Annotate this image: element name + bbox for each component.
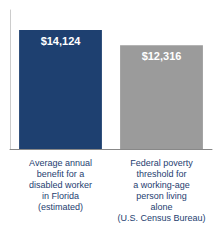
svg-text:Federal poverty: Federal poverty [130, 158, 193, 168]
svg-text:Average annual: Average annual [29, 158, 92, 168]
svg-text:$14,124: $14,124 [41, 35, 82, 47]
svg-text:benefit for a: benefit for a [37, 169, 85, 179]
svg-text:threshold for: threshold for [136, 169, 186, 179]
svg-text:disabled worker: disabled worker [29, 180, 92, 190]
svg-text:person living: person living [136, 191, 187, 201]
svg-text:(estimated): (estimated) [38, 202, 83, 212]
svg-text:in Florida: in Florida [42, 191, 79, 201]
svg-text:alone: alone [150, 202, 172, 212]
svg-text:(U.S. Census Bureau): (U.S. Census Bureau) [117, 213, 205, 223]
svg-text:a working-age: a working-age [133, 180, 190, 190]
svg-text:$12,316: $12,316 [142, 50, 182, 62]
